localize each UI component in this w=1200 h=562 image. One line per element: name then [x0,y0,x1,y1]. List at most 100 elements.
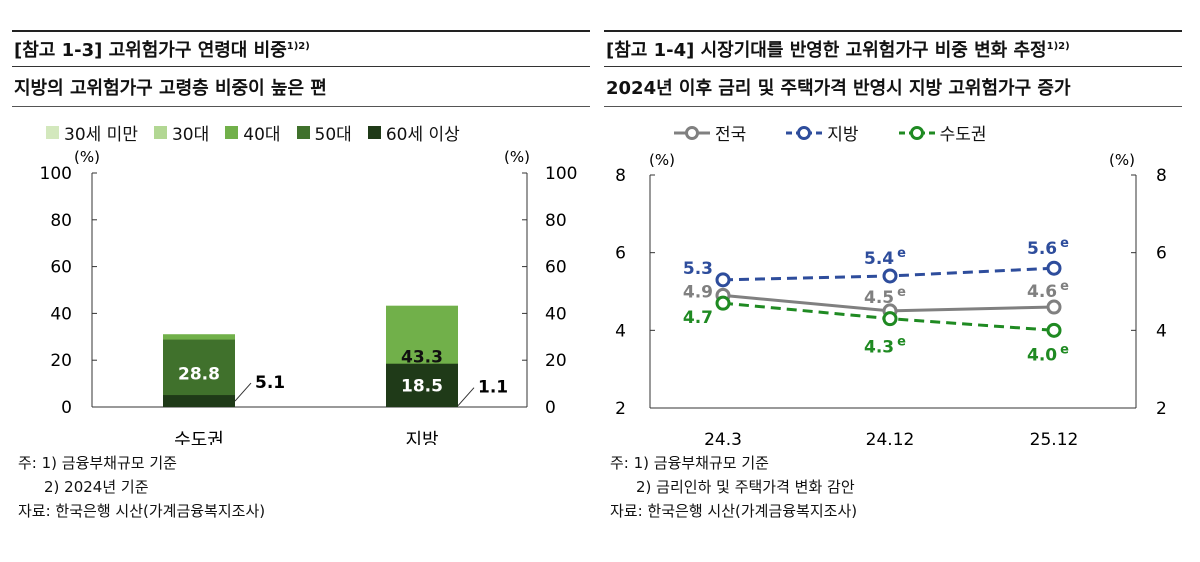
data-point-전국-2 [1046,299,1062,315]
data-point-지방-1 [882,268,898,284]
data-label-지방-4: 18.5 [401,376,443,396]
legend-item-0: 전국 [674,120,746,145]
y-tick-label-right: 6 [1156,244,1167,264]
y-tick-label-right: 0 [545,398,556,418]
stacked-bar-chart: 002020404060608080100100(%)(%)6.029.031.… [40,148,578,445]
chart-subtitle: 지방의 고위험가구 고령층 비중이 높은 편 [14,78,327,99]
data-label-수도권-2: 4.0 e [1027,342,1069,365]
subtitle-rule [12,66,590,67]
data-label-수도권-0: 4.7 [683,308,713,328]
x-category-label-수도권: 수도권 [174,430,224,445]
legend-swatch [225,126,239,139]
notes: 주: 1) 금융부채규모 기준 2) 금리인하 및 주택가격 변화 감안 자료:… [610,452,857,524]
y-tick-label-left: 100 [40,164,72,184]
chart-title: [참고 1-4] 시장기대를 반영한 고위험가구 비중 변화 추정1)2) [606,40,1070,61]
data-point-수도권-1 [882,311,898,327]
data-point-지방-0 [715,272,731,288]
y-tick-label-left: 4 [615,321,626,341]
panel-high-risk-share-estimate: [참고 1-4] 시장기대를 반영한 고위험가구 비중 변화 추정1)2) 20… [604,0,1182,562]
data-label-전국-0: 4.9 [683,282,713,302]
y-axis-unit-right: (%) [1109,151,1135,169]
estimate-marker: e [1060,342,1069,357]
data-label-전국-2: 4.6 e [1027,279,1069,302]
legend-item-1: 30대 [153,120,210,145]
legend-swatch [296,126,310,139]
legend-label: 50대 [314,125,352,145]
estimate-marker: e [1060,236,1069,251]
legend: 30세 미만 30대 40대 50대 60세 이상 [46,120,460,145]
data-label-지방-2: 5.6 e [1027,236,1069,259]
x-tick-label-25-12: 25.12 [1030,430,1079,445]
panel-high-risk-age-share: [참고 1-3] 고위험가구 연령대 비중1)2) 지방의 고위험가구 고령층 … [12,0,590,562]
data-label-지방-0: 1.1 [478,378,508,398]
bar-segment-지방-4 [386,363,458,407]
subtitle-rule [604,66,1182,67]
y-axis-unit-left: (%) [649,151,675,169]
legend-swatch [367,126,381,139]
estimate-marker: e [897,285,906,300]
data-label-지방-2: 43.3 [401,347,443,367]
source-note: 자료: 한국은행 시산(가계금융복지조사) [18,502,266,520]
y-tick-label-right: 60 [545,258,567,278]
legend-line-symbol [898,125,935,140]
y-tick-label-right: 2 [1156,399,1167,419]
chart-subtitle: 2024년 이후 금리 및 주택가격 반영시 지방 고위험가구 증가 [606,78,1071,99]
legend-swatch [153,126,167,139]
notes: 주: 1) 금융부채규모 기준 2) 2024년 기준 자료: 한국은행 시산(… [18,452,265,524]
legend-label: 40대 [243,125,281,145]
y-tick-label-left: 20 [50,351,72,371]
y-axis-unit-right: (%) [504,148,530,166]
y-tick-label-left: 0 [61,398,72,418]
y-tick-label-left: 8 [615,166,626,186]
data-label-전국-1: 4.5 e [864,285,906,308]
legend-label: 30세 미만 [64,125,138,145]
y-axis-unit-left: (%) [74,148,100,166]
header-rule [12,106,590,107]
legend-swatch [46,126,59,139]
legend-item-3: 50대 [296,120,352,145]
data-label-수도권-4: 5.1 [255,373,285,393]
y-tick-label-right: 4 [1156,321,1167,341]
title-rule [604,30,1182,32]
legend-marker [909,125,924,140]
legend: 전국 지방 수도권 [674,120,986,145]
leader-line-수도권-4 [234,382,252,402]
data-label-수도권-3: 28.8 [178,364,220,384]
estimate-marker: e [1060,279,1069,294]
data-point-수도권-2 [1046,322,1062,338]
note-1: 주: 1) 금융부채규모 기준 [610,454,769,472]
legend-item-0: 30세 미만 [46,120,138,145]
legend-item-4: 60세 이상 [367,120,460,145]
data-point-지방-2 [1046,260,1062,276]
legend-label: 수도권 [939,125,987,145]
legend-item-2: 40대 [225,120,281,145]
x-category-label-지방: 지방 [405,430,438,445]
y-tick-label-right: 100 [545,164,577,184]
source-note: 자료: 한국은행 시산(가계금융복지조사) [610,502,858,520]
legend-marker [797,125,812,140]
x-tick-label-24-12: 24.12 [866,430,915,445]
legend-item-2: 수도권 [898,120,987,145]
y-tick-label-left: 60 [50,258,72,278]
bar-segment-수도권-4 [163,395,235,407]
legend-label: 전국 [715,125,747,145]
y-tick-label-left: 80 [50,211,72,231]
x-tick-label-24-3: 24.3 [704,430,742,445]
legend-label: 60세 이상 [385,125,460,145]
y-tick-label-left: 6 [615,244,626,264]
y-tick-label-left: 40 [50,304,72,324]
note-2: 2) 2024년 기준 [44,478,149,496]
data-point-수도권-0 [715,295,731,311]
estimate-marker: e [897,335,906,350]
title-rule [12,30,590,32]
y-tick-label-right: 80 [545,211,567,231]
legend-item-1: 지방 [786,120,859,145]
data-label-지방-1: 5.4 e [864,246,906,269]
legend-label: 30대 [171,125,210,145]
y-tick-label-left: 2 [615,399,626,419]
line-chart: 2 2 4 4 6 6 8 8 (%) (%) 24.3 24.12 25.12 4.9 4.5 e 4.6 e 5… [615,151,1167,445]
header-rule [604,106,1182,107]
chart-title: [참고 1-3] 고위험가구 연령대 비중1)2) [14,40,310,61]
legend-line-symbol [786,125,823,140]
y-tick-label-right: 20 [545,351,567,371]
